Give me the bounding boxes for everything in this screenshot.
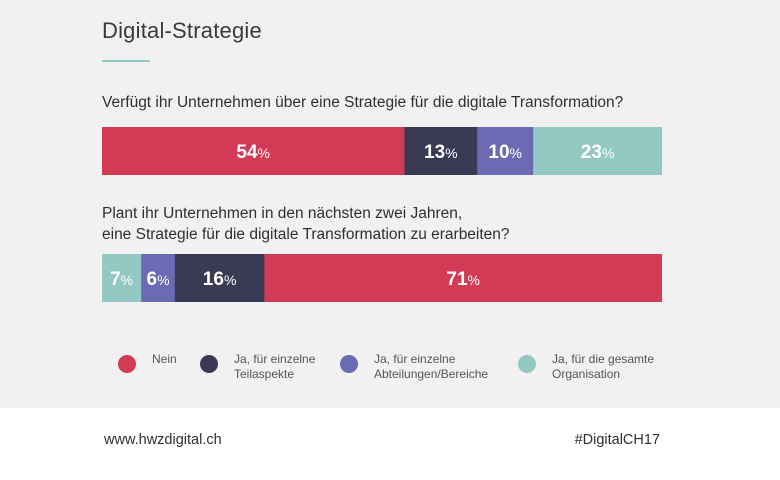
legend-swatch-einzelne-teilaspekte [200, 355, 218, 373]
legend-label-line: Abteilungen/Bereiche [374, 367, 489, 381]
legend-swatch-einzelne-abteilungen [340, 355, 358, 373]
stacked-bar-1: 54% 13% 10% 23% [102, 127, 662, 175]
data-label-einzelne-teilaspekte: 16% [203, 269, 237, 290]
legend-label-line: Organisation [552, 367, 621, 381]
footer-website-link[interactable]: www.hwzdigital.ch [104, 432, 222, 448]
stacked-bar-svg: 54% 13% 10% 23% [102, 127, 662, 175]
title-underline [102, 60, 150, 62]
bar-segment-einzelne-teilaspekte [404, 127, 478, 175]
bar-segment-gesamte-organisation [533, 127, 662, 175]
chart-panel: Digital-Strategie Verfügt ihr Unternehme… [0, 0, 780, 408]
data-label-gesamte-organisation: 7% [110, 269, 133, 290]
legend-label-einzelne-abteilungen: Ja, für einzelne Abteilungen/Bereiche [374, 352, 488, 382]
data-label-einzelne-abteilungen: 6% [146, 269, 169, 290]
question-1: Verfügt ihr Unternehmen über eine Strate… [102, 94, 624, 111]
bar-segment-einzelne-teilaspekte [174, 254, 265, 302]
legend-label-line: Ja, für einzelne [234, 352, 316, 366]
bar-segment-nein [102, 127, 405, 175]
data-label-einzelne-abteilungen: 10% [488, 142, 522, 163]
bar-segment-einzelne-abteilungen [477, 127, 534, 175]
legend-label-line: Ja, für die gesamte [552, 352, 655, 366]
legend-label-einzelne-teilaspekte: Ja, für einzelne Teilaspekte [234, 352, 315, 382]
question-2: Plant ihr Unternehmen in den nächsten zw… [102, 203, 510, 245]
legend: Nein Ja, für einzelne Teilaspekte Ja, fü… [118, 352, 678, 392]
legend-label-line: Teilaspekte [234, 367, 295, 381]
legend-label-nein: Nein [152, 352, 177, 367]
bar-segment-nein [264, 254, 662, 302]
question-2-line-2: eine Strategie für die digitale Transfor… [102, 226, 510, 243]
data-label-einzelne-teilaspekte: 13% [424, 142, 458, 163]
legend-label-gesamte-organisation: Ja, für die gesamte Organisation [552, 352, 654, 382]
legend-label-line: Ja, für einzelne [374, 352, 456, 366]
footer-hashtag: #DigitalCH17 [574, 432, 660, 448]
data-label-gesamte-organisation: 23% [581, 142, 615, 163]
data-label-nein: 71% [446, 269, 480, 290]
legend-swatch-nein [118, 355, 136, 373]
stacked-bar-svg: 7% 6% 16% 71% [102, 254, 662, 302]
data-label-nein: 54% [236, 142, 270, 163]
bar-segment-gesamte-organisation [102, 254, 142, 302]
bar-segment-einzelne-abteilungen [141, 254, 176, 302]
legend-label-line: Nein [152, 352, 177, 366]
question-2-line-1: Plant ihr Unternehmen in den nächsten zw… [102, 205, 463, 222]
stacked-bar-2: 7% 6% 16% 71% [102, 254, 662, 302]
page-title: Digital-Strategie [102, 18, 262, 43]
legend-swatch-gesamte-organisation [518, 355, 536, 373]
